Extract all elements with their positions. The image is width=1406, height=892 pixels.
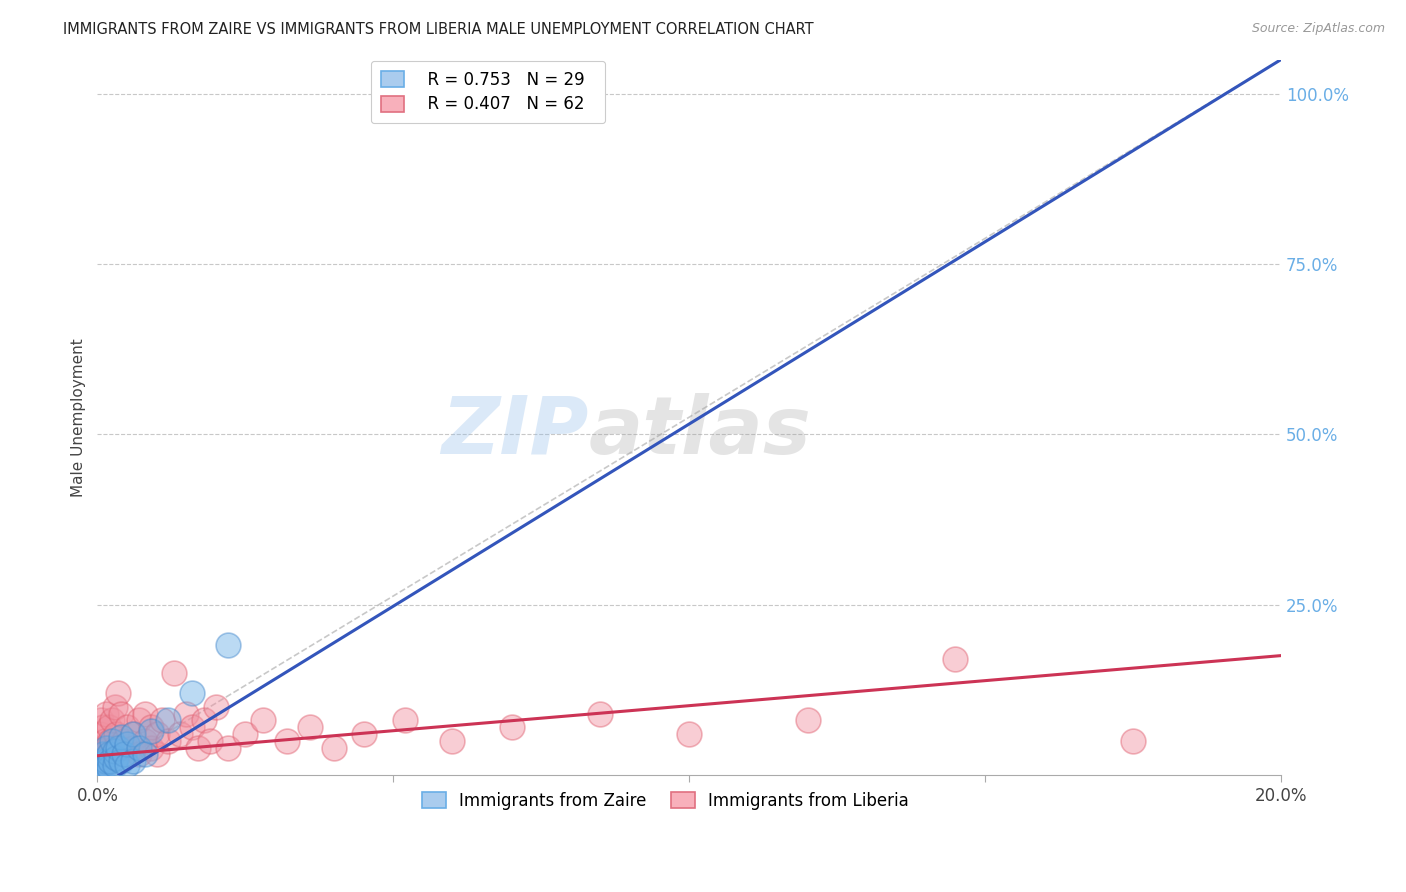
Point bbox=[169, 727, 191, 741]
Point bbox=[139, 740, 162, 755]
Point bbox=[98, 720, 121, 734]
Point bbox=[217, 639, 239, 653]
Point bbox=[121, 740, 143, 755]
Point bbox=[90, 747, 112, 762]
Point bbox=[104, 744, 127, 758]
Point bbox=[97, 740, 120, 755]
Point bbox=[139, 720, 162, 734]
Point bbox=[157, 733, 180, 747]
Point bbox=[107, 740, 129, 755]
Text: Source: ZipAtlas.com: Source: ZipAtlas.com bbox=[1251, 22, 1385, 36]
Point bbox=[94, 733, 117, 747]
Point bbox=[115, 747, 138, 762]
Point bbox=[110, 754, 132, 768]
Text: ZIP: ZIP bbox=[441, 392, 589, 470]
Point bbox=[1122, 733, 1144, 747]
Point bbox=[128, 714, 150, 728]
Point bbox=[101, 714, 124, 728]
Point bbox=[98, 747, 121, 762]
Point bbox=[112, 733, 135, 747]
Point bbox=[252, 714, 274, 728]
Point bbox=[96, 754, 118, 768]
Point bbox=[115, 720, 138, 734]
Point bbox=[91, 757, 114, 772]
Point bbox=[112, 747, 135, 762]
Text: atlas: atlas bbox=[589, 392, 811, 470]
Point bbox=[181, 686, 204, 700]
Point bbox=[204, 699, 226, 714]
Point bbox=[101, 733, 124, 747]
Point bbox=[945, 652, 967, 666]
Point bbox=[98, 761, 121, 775]
Point bbox=[678, 727, 700, 741]
Point bbox=[121, 727, 143, 741]
Point bbox=[323, 740, 346, 755]
Point bbox=[134, 706, 156, 721]
Point bbox=[105, 751, 128, 765]
Point bbox=[441, 733, 464, 747]
Point bbox=[115, 757, 138, 772]
Point bbox=[145, 727, 167, 741]
Point bbox=[105, 727, 128, 741]
Point bbox=[134, 733, 156, 747]
Text: IMMIGRANTS FROM ZAIRE VS IMMIGRANTS FROM LIBERIA MALE UNEMPLOYMENT CORRELATION C: IMMIGRANTS FROM ZAIRE VS IMMIGRANTS FROM… bbox=[63, 22, 814, 37]
Point bbox=[110, 731, 132, 745]
Legend: Immigrants from Zaire, Immigrants from Liberia: Immigrants from Zaire, Immigrants from L… bbox=[416, 785, 915, 816]
Point bbox=[233, 727, 256, 741]
Point bbox=[174, 706, 197, 721]
Point bbox=[163, 665, 186, 680]
Point bbox=[276, 733, 298, 747]
Point bbox=[93, 761, 115, 775]
Point bbox=[107, 686, 129, 700]
Point bbox=[157, 714, 180, 728]
Point bbox=[96, 740, 118, 755]
Point bbox=[89, 761, 111, 775]
Point bbox=[217, 740, 239, 755]
Point bbox=[145, 747, 167, 762]
Point bbox=[89, 754, 111, 768]
Point bbox=[89, 727, 111, 741]
Point bbox=[501, 720, 523, 734]
Point bbox=[104, 740, 127, 755]
Point bbox=[91, 740, 114, 755]
Point bbox=[110, 706, 132, 721]
Point bbox=[121, 754, 143, 768]
Point bbox=[121, 727, 143, 741]
Point bbox=[193, 714, 215, 728]
Point bbox=[104, 699, 127, 714]
Point bbox=[89, 761, 111, 775]
Point bbox=[152, 714, 174, 728]
Point bbox=[394, 714, 416, 728]
Y-axis label: Male Unemployment: Male Unemployment bbox=[72, 338, 86, 497]
Point bbox=[299, 720, 322, 734]
Point bbox=[589, 706, 612, 721]
Point bbox=[353, 727, 375, 741]
Point bbox=[89, 740, 111, 755]
Point bbox=[90, 714, 112, 728]
Point bbox=[134, 747, 156, 762]
Point bbox=[796, 714, 818, 728]
Point bbox=[187, 740, 209, 755]
Point bbox=[96, 706, 118, 721]
Point bbox=[90, 764, 112, 779]
Point bbox=[91, 720, 114, 734]
Point bbox=[198, 733, 221, 747]
Point bbox=[91, 754, 114, 768]
Point bbox=[139, 723, 162, 738]
Point bbox=[98, 733, 121, 747]
Point bbox=[98, 754, 121, 768]
Point bbox=[128, 747, 150, 762]
Point bbox=[110, 740, 132, 755]
Point bbox=[93, 747, 115, 762]
Point bbox=[104, 757, 127, 772]
Point bbox=[91, 747, 114, 762]
Point bbox=[115, 737, 138, 751]
Point bbox=[87, 754, 110, 768]
Point bbox=[96, 754, 118, 768]
Point bbox=[128, 740, 150, 755]
Point bbox=[181, 720, 204, 734]
Point bbox=[98, 747, 121, 762]
